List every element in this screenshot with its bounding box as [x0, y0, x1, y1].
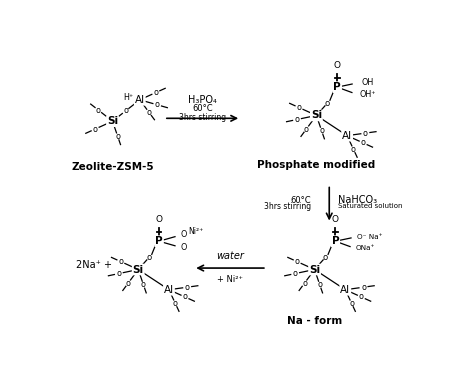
Text: + Ni²⁺: + Ni²⁺ — [217, 275, 243, 284]
Text: H⁺: H⁺ — [124, 94, 134, 102]
Text: o: o — [292, 269, 298, 278]
Text: P: P — [333, 82, 341, 92]
Text: ONa⁺: ONa⁺ — [356, 245, 375, 251]
Text: o: o — [155, 100, 160, 109]
Text: Ni²⁺: Ni²⁺ — [189, 227, 204, 236]
Text: Si: Si — [107, 116, 118, 126]
Text: 3hrs stirring: 3hrs stirring — [264, 202, 311, 211]
Text: Al: Al — [340, 285, 350, 295]
Text: 60°C: 60°C — [290, 196, 311, 205]
Text: H₃PO₄: H₃PO₄ — [188, 95, 217, 105]
Text: o: o — [123, 107, 128, 116]
Text: o: o — [351, 145, 356, 154]
Text: o: o — [141, 280, 146, 289]
Text: o: o — [323, 252, 328, 262]
Text: o: o — [146, 252, 152, 262]
Text: Phosphate modified: Phosphate modified — [257, 160, 375, 170]
Text: Saturated solution: Saturated solution — [337, 203, 402, 209]
Text: 2Na⁺ +: 2Na⁺ + — [76, 260, 112, 270]
Text: o: o — [116, 269, 121, 278]
Text: 60°C: 60°C — [192, 104, 213, 113]
Text: Zeolite-ZSM-5: Zeolite-ZSM-5 — [71, 162, 154, 172]
Text: o: o — [317, 280, 322, 289]
Text: P: P — [332, 236, 339, 246]
Text: o: o — [118, 257, 123, 266]
Text: o: o — [96, 105, 101, 114]
Text: o: o — [115, 132, 120, 141]
Text: Si: Si — [311, 110, 322, 120]
Text: o: o — [173, 299, 178, 308]
Text: Al: Al — [135, 95, 145, 105]
Text: NaHCO₃: NaHCO₃ — [337, 195, 377, 205]
Text: Si: Si — [309, 264, 320, 275]
Text: o: o — [361, 283, 366, 292]
Text: Na - form: Na - form — [287, 316, 342, 326]
Text: P: P — [155, 236, 163, 246]
Text: water: water — [216, 251, 244, 261]
Text: o: o — [185, 283, 190, 292]
Text: O⁻ Na⁺: O⁻ Na⁺ — [357, 234, 383, 240]
Text: O: O — [181, 230, 187, 239]
Text: o: o — [349, 299, 354, 308]
Text: o: o — [146, 108, 152, 117]
Text: Si: Si — [133, 264, 144, 275]
Text: o: o — [295, 257, 300, 266]
Text: o: o — [319, 126, 324, 135]
Text: o: o — [294, 115, 300, 124]
Text: o: o — [325, 99, 330, 108]
Text: OH: OH — [361, 78, 374, 87]
Text: o: o — [302, 279, 307, 288]
Text: O: O — [334, 61, 341, 70]
Text: O: O — [332, 215, 339, 224]
Text: o: o — [297, 103, 301, 112]
Text: Al: Al — [342, 131, 352, 141]
Text: o: o — [359, 292, 364, 301]
Text: o: o — [361, 138, 365, 147]
Text: O: O — [181, 242, 187, 251]
Text: o: o — [304, 125, 309, 134]
Text: O: O — [155, 215, 163, 224]
Text: o: o — [126, 279, 131, 288]
Text: o: o — [92, 125, 98, 134]
Text: o: o — [182, 292, 188, 301]
Text: Al: Al — [164, 285, 174, 295]
Text: o: o — [153, 88, 158, 97]
Text: OH⁺: OH⁺ — [359, 90, 376, 99]
Text: o: o — [363, 129, 368, 138]
Text: 3hrs stirring: 3hrs stirring — [179, 113, 226, 122]
